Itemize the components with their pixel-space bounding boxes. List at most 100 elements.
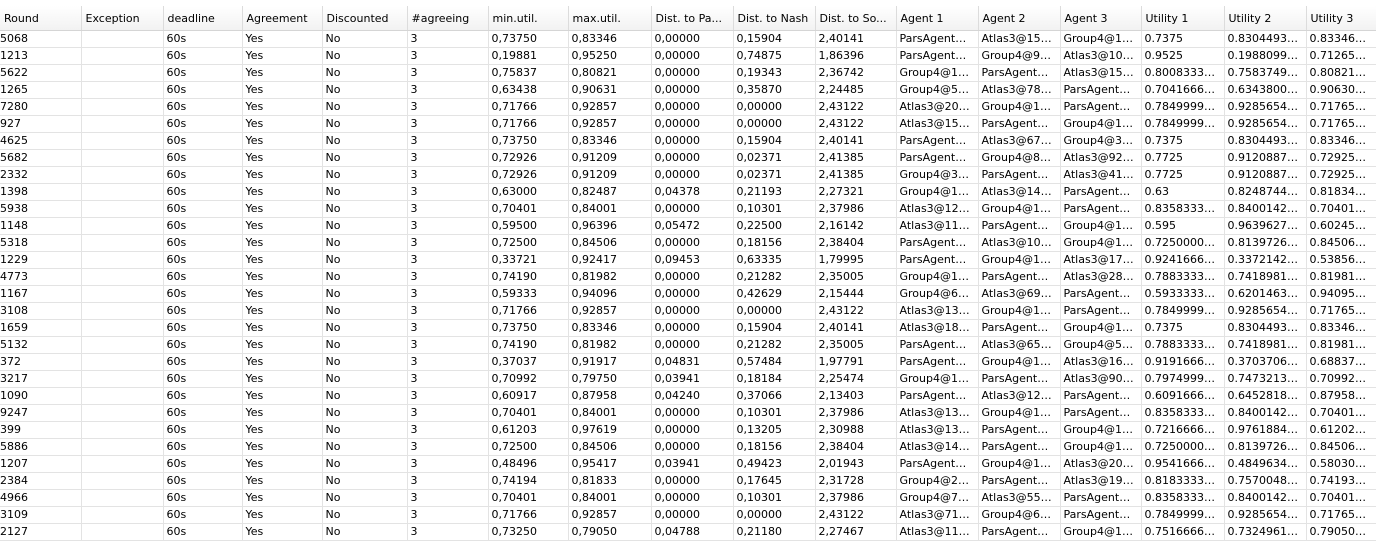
column-header-12[interactable]: Agent 2 (978, 6, 1061, 31)
table-cell: 0.81833333... (1141, 472, 1225, 490)
table-row[interactable]: 3217 60s Yes No 3 0,70992 0,79750 0,03941 0,1818… (0, 370, 1376, 388)
table-row[interactable]: 5886 60s Yes No 3 0,72500 0,84506 0,00000 0,1815… (0, 438, 1376, 456)
column-header-0[interactable]: Round (0, 6, 82, 31)
table-cell: 0,02371 (733, 149, 816, 167)
table-cell: 2,16142 (815, 217, 897, 235)
table-cell: 0,74190 (488, 336, 569, 354)
table-cell: 3 (407, 319, 489, 337)
table-row[interactable]: 3108 60s Yes No 3 0,71766 0,92857 0,00000 0,0000… (0, 302, 1376, 320)
table-row[interactable]: 9247 60s Yes No 3 0,70401 0,84001 0,00000 0,1030… (0, 404, 1376, 422)
table-cell: 0.75837491... (1224, 64, 1307, 82)
table-cell: 0,15904 (733, 319, 816, 337)
table-cell: 0,97619 (568, 421, 652, 439)
table-cell: ParsAgent@... (896, 353, 979, 371)
table-cell: 0,22500 (733, 217, 816, 235)
table-row[interactable]: 5318 60s Yes No 3 0,72500 0,84506 0,00000 0,1815… (0, 234, 1376, 252)
table-cell: 2,37986 (815, 200, 897, 218)
table-cell: Yes (242, 149, 323, 167)
table-row[interactable]: 3109 60s Yes No 3 0,71766 0,92857 0,00000 0,0000… (0, 506, 1376, 524)
table-cell: 0,92857 (568, 98, 652, 116)
table-cell: 0,00000 (651, 421, 734, 439)
table-row[interactable]: 5938 60s Yes No 3 0,70401 0,84001 0,00000 0,1030… (0, 200, 1376, 218)
table-row[interactable]: 5068 60s Yes No 3 0,73750 0,83346 0,00000 0,1590… (0, 30, 1376, 48)
table-cell: Yes (242, 64, 323, 82)
table-cell (81, 302, 164, 320)
table-cell: 0.37037061... (1224, 353, 1307, 371)
table-row[interactable]: 4625 60s Yes No 3 0,73750 0,83346 0,00000 0,1590… (0, 132, 1376, 150)
table-row[interactable]: 5622 60s Yes No 3 0,75837 0,80821 0,00000 0,1934… (0, 64, 1376, 82)
table-cell: 3 (407, 506, 489, 524)
table-row[interactable]: 4966 60s Yes No 3 0,70401 0,84001 0,00000 0,1030… (0, 489, 1376, 507)
column-header-7[interactable]: max.util. (568, 6, 652, 31)
table-row[interactable]: 1213 60s Yes No 3 0,19881 0,95250 0,00000 0,7487… (0, 47, 1376, 65)
table-cell: 0.70401143 (1306, 404, 1376, 422)
table-row[interactable]: 927 60s Yes No 3 0,71766 0,92857 0,00000 0,00000… (0, 115, 1376, 133)
table-cell: Yes (242, 455, 323, 473)
table-cell: 3 (407, 115, 489, 133)
table-body: 5068 60s Yes No 3 0,73750 0,83346 0,00000 0,1590… (0, 30, 1376, 541)
column-header-15[interactable]: Utility 2 (1224, 6, 1307, 31)
column-header-6[interactable]: min.util. (488, 6, 569, 31)
column-header-8[interactable]: Dist. to Pa... (651, 6, 734, 31)
column-header-1[interactable]: Exception (81, 6, 164, 31)
column-header-4[interactable]: Discounted (322, 6, 408, 31)
table-row[interactable]: 1398 60s Yes No 3 0,63000 0,82487 0,04378 0,2119… (0, 183, 1376, 201)
table-row[interactable]: 1148 60s Yes No 3 0,59500 0,96396 0,05472 0,2250… (0, 217, 1376, 235)
table-row[interactable]: 1207 60s Yes No 3 0,48496 0,95417 0,03941 0,4942… (0, 455, 1376, 473)
table-row[interactable]: 1229 60s Yes No 3 0,33721 0,92417 0,09453 0,6333… (0, 251, 1376, 269)
table-row[interactable]: 5132 60s Yes No 3 0,74190 0,81982 0,00000 0,2128… (0, 336, 1376, 354)
table-cell: 0.83346094 (1306, 30, 1376, 48)
table-row[interactable]: 4773 60s Yes No 3 0,74190 0,81982 0,00000 0,2128… (0, 268, 1376, 286)
column-header-10[interactable]: Dist. to So... (815, 6, 897, 31)
column-header-16[interactable]: Utility 3 (1306, 6, 1376, 31)
table-cell: 0.90630773 (1306, 81, 1376, 99)
table-cell: 0.74732134... (1224, 370, 1307, 388)
table-cell (81, 268, 164, 286)
table-cell: 0,21193 (733, 183, 816, 201)
table-row[interactable]: 2332 60s Yes No 3 0,72926 0,91209 0,00000 0,0237… (0, 166, 1376, 184)
table-row[interactable]: 7280 60s Yes No 3 0,71766 0,92857 0,00000 0,0000… (0, 98, 1376, 116)
table-row[interactable]: 399 60s Yes No 3 0,61203 0,97619 0,00000 0,13205… (0, 421, 1376, 439)
results-table[interactable]: Round Exception deadline Agreement Discounte… (0, 6, 1376, 541)
column-header-9[interactable]: Dist. to Nash (733, 6, 816, 31)
column-header-2[interactable]: deadline (163, 6, 243, 31)
table-row[interactable]: 1659 60s Yes No 3 0,73750 0,83346 0,00000 0,1590… (0, 319, 1376, 337)
table-cell: 3 (407, 268, 489, 286)
table-row[interactable]: 1090 60s Yes No 3 0,60917 0,87958 0,04240 0,3706… (0, 387, 1376, 405)
table-cell: 0.7725 (1141, 166, 1225, 184)
table-cell: 0,00000 (733, 302, 816, 320)
table-cell: 60s (163, 472, 243, 490)
table-cell: 2,43122 (815, 115, 897, 133)
table-cell (81, 523, 164, 541)
table-cell: 0.63 (1141, 183, 1225, 201)
table-cell: 60s (163, 200, 243, 218)
table-cell: 60s (163, 438, 243, 456)
table-cell: 0,19881 (488, 47, 569, 65)
table-row[interactable]: 1167 60s Yes No 3 0,59333 0,94096 0,00000 0,4262… (0, 285, 1376, 303)
table-row[interactable]: 1265 60s Yes No 3 0,63438 0,90631 0,00000 0,3587… (0, 81, 1376, 99)
table-cell: 3 (407, 336, 489, 354)
column-header-3[interactable]: Agreement (242, 6, 323, 31)
table-cell: Yes (242, 217, 323, 235)
table-row[interactable]: 372 60s Yes No 3 0,37037 0,91917 0,04831 0,57484… (0, 353, 1376, 371)
table-cell (81, 30, 164, 48)
table-cell: 60s (163, 234, 243, 252)
table-cell: 3 (407, 132, 489, 150)
table-row[interactable]: 2127 60s Yes No 3 0,73250 0,79050 0,04788 0,2118… (0, 523, 1376, 541)
column-header-13[interactable]: Agent 3 (1060, 6, 1142, 31)
table-cell: 0.83044939... (1224, 319, 1307, 337)
column-header-5[interactable]: #agreeing (407, 6, 489, 31)
table-cell: 0.72500000... (1141, 438, 1225, 456)
column-header-11[interactable]: Agent 1 (896, 6, 979, 31)
table-row[interactable]: 5682 60s Yes No 3 0,72926 0,91209 0,00000 0,0237… (0, 149, 1376, 167)
table-cell: Group4@17... (1060, 30, 1142, 48)
table-cell (81, 98, 164, 116)
table-row[interactable]: 2384 60s Yes No 3 0,74194 0,81833 0,00000 0,1764… (0, 472, 1376, 490)
table-cell: 0.84001425... (1224, 404, 1307, 422)
table-cell: 927 (0, 115, 82, 133)
table-cell: 0.59333333... (1141, 285, 1225, 303)
column-header-14[interactable]: Utility 1 (1141, 6, 1225, 31)
table-cell: 2,38404 (815, 438, 897, 456)
table-cell: 0,72926 (488, 166, 569, 184)
table-cell: 0.97618849... (1224, 421, 1307, 439)
